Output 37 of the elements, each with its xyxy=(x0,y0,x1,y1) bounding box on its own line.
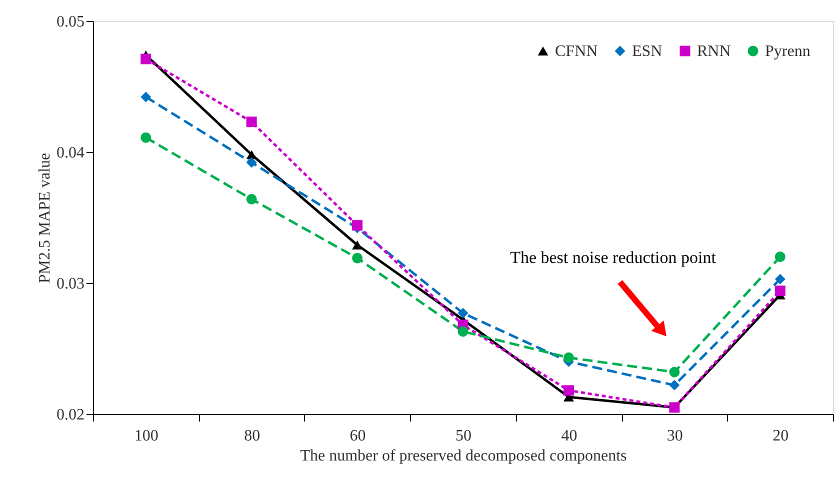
x-tick-label: 60 xyxy=(350,428,366,444)
point xyxy=(352,240,363,250)
y-tick-label: 0.05 xyxy=(56,14,84,30)
y-tick-label: 0.03 xyxy=(56,276,84,292)
point xyxy=(774,252,786,262)
point xyxy=(246,157,257,168)
point xyxy=(140,92,152,102)
x-tick-label: 100 xyxy=(134,428,158,444)
legend-label: RNN xyxy=(697,43,732,60)
legend-label: CFNN xyxy=(555,43,598,60)
point xyxy=(458,326,468,337)
point xyxy=(774,274,786,284)
x-tick-label: 80 xyxy=(244,428,260,444)
x-tick-label: 50 xyxy=(456,428,472,444)
point xyxy=(140,54,152,64)
point xyxy=(246,116,257,128)
point xyxy=(352,220,363,231)
point xyxy=(774,286,786,296)
point xyxy=(140,132,152,143)
legend-label: Pyrenn xyxy=(765,43,810,60)
y-axis-title: PM2.5 MAPE value xyxy=(36,152,54,284)
x-tick-label: 20 xyxy=(772,428,789,444)
point xyxy=(246,194,257,204)
legend-label: ESN xyxy=(632,43,663,60)
annotation: The best noise reduction point xyxy=(510,248,716,267)
x-tick-label: 40 xyxy=(561,428,578,444)
y-tick-label: 0.02 xyxy=(56,406,84,424)
x-tick-label: 30 xyxy=(666,428,683,444)
x-axis-title: The number of preserved decomposed components xyxy=(300,448,627,464)
point xyxy=(669,366,680,378)
point xyxy=(458,308,468,318)
point xyxy=(352,252,363,264)
point xyxy=(246,150,257,160)
point xyxy=(669,380,680,390)
point xyxy=(563,352,574,363)
point xyxy=(563,385,574,396)
y-tick-label: 0.04 xyxy=(56,144,84,162)
